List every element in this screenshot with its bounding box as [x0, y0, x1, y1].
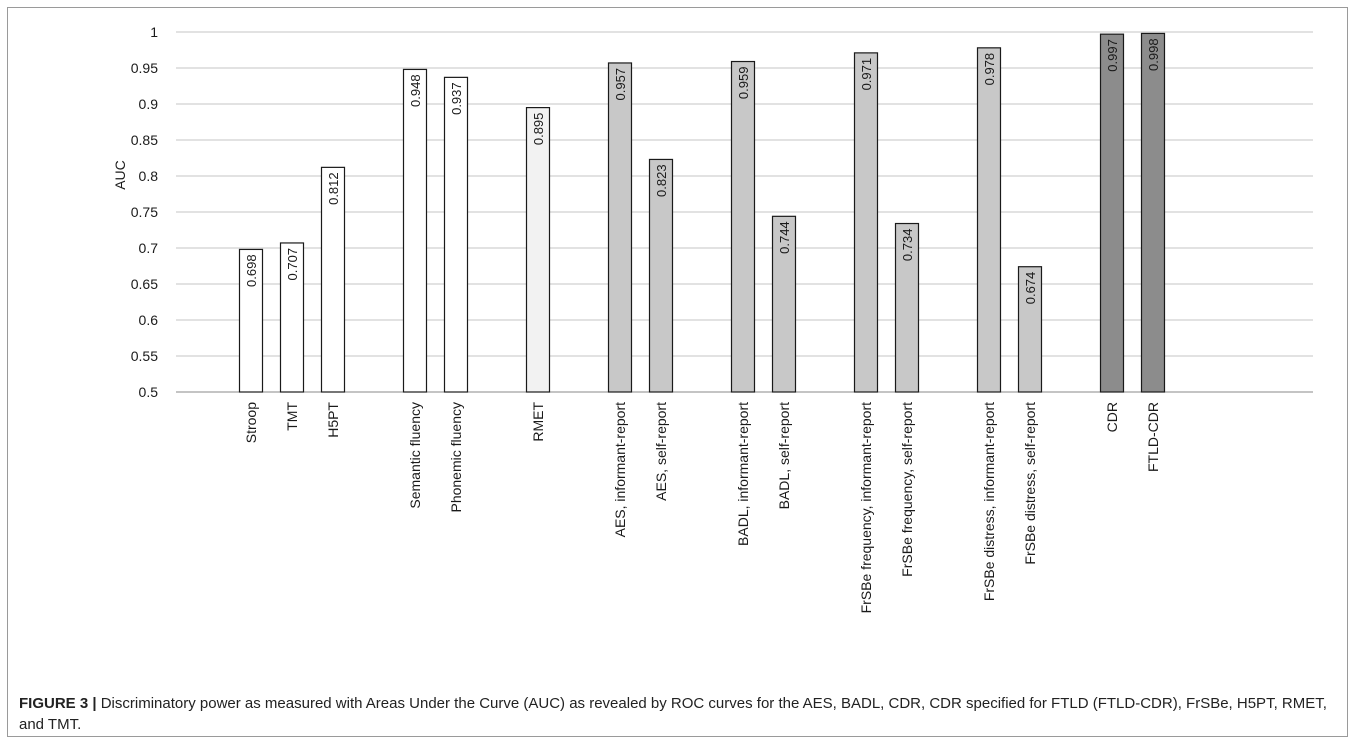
y-tick-label: 0.7	[139, 240, 159, 256]
x-tick-label: RMET	[530, 402, 546, 442]
y-tick-label: 0.65	[131, 276, 158, 292]
y-tick-label: 0.55	[131, 348, 158, 364]
y-tick-label: 0.95	[131, 60, 158, 76]
x-tick-label: Phonemic fluency	[448, 402, 464, 513]
bar-value-label: 0.744	[777, 221, 792, 254]
bar	[648, 158, 674, 393]
x-tick-label: FTLD-CDR	[1145, 402, 1161, 472]
bar-value-label: 0.997	[1105, 39, 1120, 72]
bar-value-label: 0.978	[982, 53, 997, 86]
x-tick-label: H5PT	[325, 402, 341, 438]
bar-value-label: 0.937	[449, 82, 464, 115]
y-axis-title: AUC	[112, 160, 128, 190]
x-tick-label: AES, informant-report	[612, 402, 628, 537]
bar-value-label: 0.948	[408, 74, 423, 107]
bar	[402, 68, 428, 393]
bar	[238, 248, 264, 393]
y-tick-label: 0.6	[139, 312, 159, 328]
y-tick-label: 0.8	[139, 168, 159, 184]
bar	[730, 60, 756, 393]
figure-frame	[7, 7, 1348, 737]
x-tick-label: Stroop	[243, 402, 259, 443]
x-tick-label: AES, self-report	[653, 402, 669, 501]
bar-value-label: 0.971	[859, 58, 874, 91]
figure-caption: FIGURE 3 | Discriminatory power as measu…	[19, 693, 1339, 735]
bar	[853, 52, 879, 393]
bar	[320, 166, 346, 393]
y-tick-label: 0.75	[131, 204, 158, 220]
y-tick-label: 0.85	[131, 132, 158, 148]
bar	[894, 222, 920, 393]
bar-value-label: 0.998	[1146, 38, 1161, 71]
y-tick-label: 0.5	[139, 384, 159, 400]
bars	[238, 32, 1166, 393]
x-tick-label: Semantic fluency	[407, 402, 423, 509]
bar-chart: 0.5 0.55 0.6 0.65 0.7 0.75 0.8 0.85 0.9 0.95 1 0.6…	[112, 24, 1313, 614]
bar-value-label: 0.674	[1023, 272, 1038, 305]
x-tick-label: CDR	[1104, 402, 1120, 432]
bar-value-label: 0.895	[531, 113, 546, 146]
x-tick-label: BADL, self-report	[776, 402, 792, 509]
bar	[976, 47, 1002, 393]
caption-text: Discriminatory power as measured with Ar…	[19, 695, 1327, 733]
x-tick-label: FrSBe distress, informant-report	[981, 402, 997, 601]
bar-value-label: 0.734	[900, 229, 915, 262]
bar	[1140, 32, 1166, 393]
y-tick-label: 1	[150, 24, 158, 40]
x-tick-label: TMT	[284, 402, 300, 431]
bar-value-label: 0.698	[244, 254, 259, 287]
x-tick-label: FrSBe frequency, self-report	[899, 402, 915, 577]
bar	[1017, 266, 1043, 393]
figure-label: FIGURE 3 |	[19, 695, 97, 712]
bar-value-label: 0.812	[326, 172, 341, 205]
bar-value-labels: 0.698 0.707 0.812 0.948 0.937 0.895 0.957 0.823…	[244, 38, 1161, 304]
x-tick-label: BADL, informant-report	[735, 402, 751, 546]
bar-value-label: 0.823	[654, 164, 669, 197]
bar	[443, 76, 469, 393]
bar	[607, 62, 633, 393]
bar-value-label: 0.957	[613, 68, 628, 101]
y-axis-ticks: 0.5 0.55 0.6 0.65 0.7 0.75 0.8 0.85 0.9 0.95 1	[131, 24, 158, 400]
bar	[525, 106, 551, 393]
x-tick-label: FrSBe distress, self-report	[1022, 402, 1038, 565]
x-tick-label: FrSBe frequency, informant-report	[858, 402, 874, 613]
x-axis-ticks: Stroop TMT H5PT Semantic fluency Phonemic fl…	[243, 402, 1161, 614]
y-tick-label: 0.9	[139, 96, 159, 112]
bar	[771, 215, 797, 393]
bar-value-label: 0.707	[285, 248, 300, 281]
bar-value-label: 0.959	[736, 67, 751, 100]
bar	[279, 242, 305, 393]
bar	[1099, 33, 1125, 393]
